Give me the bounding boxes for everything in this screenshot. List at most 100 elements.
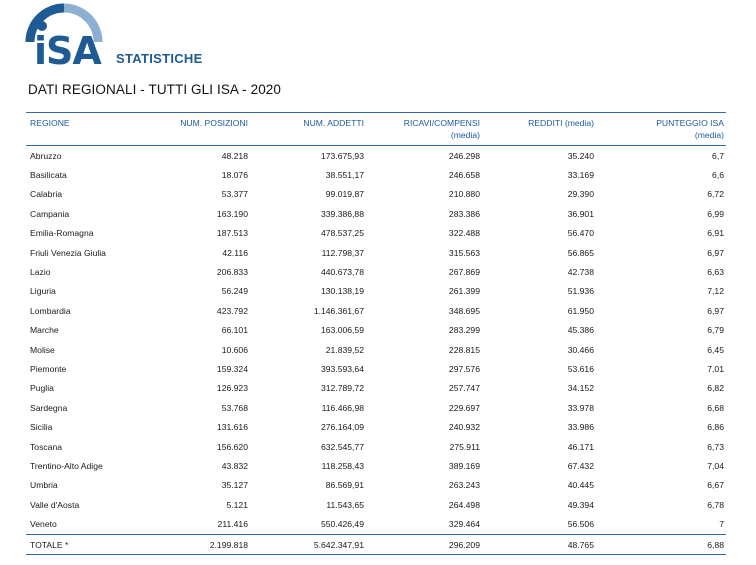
value-cell: 29.390 (567, 189, 594, 200)
value-cell: 7,12 (707, 286, 724, 297)
value-cell: 56.470 (567, 228, 594, 239)
value-cell: 18.076 (221, 170, 248, 181)
value-cell: 329.464 (448, 519, 480, 530)
value-cell: 40.445 (567, 480, 594, 491)
value-cell: 48.218 (221, 150, 248, 161)
value-cell: 240.932 (448, 422, 480, 433)
column-header-label: PUNTEGGIO ISA (656, 118, 724, 128)
table-body: Abruzzo 48.218 173.675,93 246.298 35.240 6,7 B… (26, 146, 726, 556)
table-row: Puglia 126.923 312.789,72 257.747 34.152 6,82 (26, 379, 726, 398)
table-row: Basilicata 18.076 38.551,17 246.658 33.169 6,… (26, 165, 726, 184)
value-cell: 56.865 (567, 247, 594, 258)
value-cell: 33.978 (567, 402, 594, 413)
value-cell: 6,68 (707, 402, 724, 413)
column-header: REDDITI (media) (482, 112, 596, 146)
value-cell: 6,78 (707, 499, 724, 510)
value-cell: 42.116 (222, 247, 248, 258)
value-cell: 6,97 (707, 247, 724, 258)
column-header: REGIONE (26, 112, 156, 146)
value-cell: 312.789,72 (320, 383, 364, 394)
table-total-row: TOTALE * 2.199.818 5.642.347,91 296.209 48.7… (26, 533, 726, 556)
value-cell: 6,45 (707, 344, 724, 355)
table-row: Calabria 53.377 99.019,87 210.880 29.390 6,72 (26, 185, 726, 204)
column-header: PUNTEGGIO ISA (media) (596, 112, 726, 146)
value-cell: 229.697 (448, 402, 480, 413)
value-cell: 43.832 (221, 460, 248, 471)
value-cell: 42.738 (567, 267, 594, 278)
value-cell: 423.792 (216, 305, 248, 316)
value-cell: 56.506 (567, 519, 594, 530)
column-header-label: REDDITI (media) (528, 118, 594, 128)
table-row: Liguria 56.249 130.138,19 261.399 51.936 7,12 (26, 282, 726, 301)
region-name-cell: Umbria (30, 480, 58, 491)
value-cell: 7,04 (707, 460, 724, 471)
column-header-label: NUM. ADDETTI (303, 118, 364, 128)
page-title: DATI REGIONALI - TUTTI GLI ISA - 2020 (28, 82, 282, 97)
column-header-label: NUM. POSIZIONI (180, 118, 248, 128)
value-cell: 264.498 (448, 499, 480, 510)
value-cell: 35.127 (221, 480, 248, 491)
logo-arc-icon (25, 3, 103, 43)
table-row: Trentino-Alto Adige 43.832 118.258,43 389.1… (26, 456, 726, 475)
value-cell: 159.324 (216, 363, 248, 374)
value-cell: 7 (719, 519, 724, 530)
value-cell: 339.386,88 (320, 208, 364, 219)
table-row: Molise 10.606 21.839,52 228.815 30.466 6,45 (26, 340, 726, 359)
value-cell: 257.747 (448, 383, 480, 394)
isa-statistiche-logo: iSA STATISTICHE (24, 2, 204, 74)
value-cell: 38.551,17 (325, 170, 364, 181)
value-cell: 210.880 (448, 189, 480, 200)
region-name-cell: Liguria (30, 286, 56, 297)
value-cell: 99.019,87 (325, 189, 364, 200)
value-cell: 263.243 (448, 480, 480, 491)
value-cell: 130.138,19 (320, 286, 364, 297)
value-cell: 1.146.361,67 (313, 305, 364, 316)
value-cell: 131.616 (216, 422, 248, 433)
regional-data-table: REGIONE NUM. POSIZIONI NUM. ADDETTI RICAVI/… (26, 112, 726, 556)
table-row: Lazio 206.833 440.673,78 267.869 42.738 6,63 (26, 262, 726, 281)
region-name-cell: Basilicata (30, 170, 67, 181)
table-row: Friuli Venezia Giulia 42.116 112.798,37 315… (26, 243, 726, 262)
table-row: Campania 163.190 339.386,88 283.386 36.901 6,… (26, 204, 726, 223)
value-cell: 246.658 (448, 170, 480, 181)
value-cell: 6,63 (707, 267, 724, 278)
value-cell: 30.466 (567, 344, 594, 355)
value-cell: 67.432 (567, 460, 594, 471)
value-cell: 35.240 (567, 150, 594, 161)
value-cell: 6,7 (712, 150, 724, 161)
region-name-cell: Sardegna (30, 402, 68, 413)
region-name-cell: TOTALE * (26, 533, 156, 556)
value-cell: 632.545,77 (320, 441, 364, 452)
value-cell: 156.620 (216, 441, 248, 452)
value-cell: 206.833 (216, 267, 248, 278)
value-cell: 112.798,37 (321, 247, 364, 258)
region-name-cell: Piemonte (30, 363, 67, 374)
value-cell: 118.258,43 (321, 460, 364, 471)
value-cell: 276.164,09 (320, 422, 364, 433)
region-name-cell: Veneto (30, 519, 57, 530)
value-cell: 261.399 (448, 286, 480, 297)
value-cell: 6,86 (707, 422, 724, 433)
value-cell: 6,99 (707, 208, 724, 219)
value-cell: 297.576 (448, 363, 480, 374)
value-cell: 440.673,78 (320, 267, 364, 278)
table-row: Emilia-Romagna 187.513 478.537,25 322.488 56… (26, 224, 726, 243)
value-cell: 86.569,91 (325, 480, 364, 491)
region-name-cell: Friuli Venezia Giulia (30, 247, 106, 258)
column-header-label: RICAVI/COMPENSI (403, 118, 480, 128)
value-cell: 6,79 (707, 325, 724, 336)
value-cell: 51.936 (567, 286, 594, 297)
value-cell: 5.121 (226, 499, 248, 510)
value-cell: 6,97 (707, 305, 724, 316)
value-cell: 6,6 (712, 170, 724, 181)
value-cell: 228.815 (448, 344, 480, 355)
region-name-cell: Lazio (30, 267, 51, 278)
region-name-cell: Calabria (30, 189, 63, 200)
value-cell: 34.152 (567, 383, 594, 394)
value-cell: 163.006,59 (320, 325, 364, 336)
region-name-cell: Marche (30, 325, 59, 336)
table-header-row: REGIONE NUM. POSIZIONI NUM. ADDETTI RICAVI/… (26, 112, 726, 146)
value-cell: 66.101 (221, 325, 248, 336)
value-cell: 5.642.347,91 (250, 533, 366, 556)
column-header-label: REGIONE (30, 118, 70, 128)
